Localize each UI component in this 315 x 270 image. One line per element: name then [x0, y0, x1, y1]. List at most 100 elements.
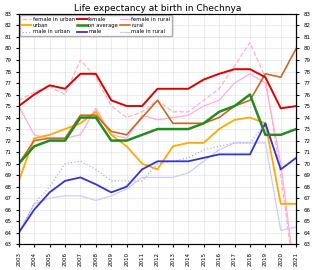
male in rural [48, 197, 52, 200]
urban [17, 179, 21, 183]
on average [294, 127, 298, 131]
Line: female: female [19, 69, 296, 108]
female in urban [279, 174, 283, 177]
female in rural [248, 72, 252, 75]
male in rural [171, 176, 175, 179]
male [78, 176, 82, 179]
rural [248, 99, 252, 102]
female [248, 68, 252, 71]
on average [140, 133, 144, 136]
female in urban [32, 91, 36, 94]
female in rural [217, 99, 221, 102]
urban [248, 116, 252, 119]
on average [63, 139, 67, 142]
female [63, 87, 67, 90]
female in urban [233, 64, 237, 68]
female in urban [248, 41, 252, 44]
male [217, 153, 221, 156]
female in urban [17, 99, 21, 102]
male in urban [48, 185, 52, 188]
rural [94, 114, 98, 117]
on average [186, 127, 190, 131]
urban [94, 110, 98, 113]
male [63, 179, 67, 183]
urban [171, 145, 175, 148]
rural [186, 122, 190, 125]
rural [279, 76, 283, 79]
urban [63, 127, 67, 131]
Line: female in urban: female in urban [19, 43, 296, 270]
rural [125, 133, 129, 136]
on average [32, 145, 36, 148]
female in rural [171, 116, 175, 119]
male in rural [233, 141, 237, 144]
female in urban [171, 110, 175, 113]
rural [32, 139, 36, 142]
female [233, 68, 237, 71]
female in rural [125, 137, 129, 140]
female [202, 78, 206, 81]
urban [217, 127, 221, 131]
on average [171, 127, 175, 131]
male [294, 156, 298, 160]
female in urban [186, 110, 190, 113]
female in urban [48, 85, 52, 88]
male [156, 160, 159, 163]
female in rural [32, 133, 36, 136]
male in urban [125, 179, 129, 183]
on average [125, 139, 129, 142]
on average [48, 139, 52, 142]
male in rural [140, 176, 144, 179]
male [202, 156, 206, 160]
female in urban [63, 93, 67, 96]
female in urban [217, 87, 221, 90]
rural [233, 104, 237, 108]
male in urban [263, 122, 267, 125]
male [32, 208, 36, 211]
male in rural [125, 187, 129, 191]
female [125, 104, 129, 108]
male [94, 183, 98, 186]
Line: urban: urban [19, 112, 296, 204]
Line: female in rural: female in rural [19, 74, 296, 270]
male [279, 168, 283, 171]
rural [156, 99, 159, 102]
on average [17, 162, 21, 165]
male in rural [109, 194, 113, 197]
Line: male in urban: male in urban [19, 123, 296, 233]
male in rural [156, 176, 159, 179]
female [171, 87, 175, 90]
urban [263, 122, 267, 125]
male [186, 160, 190, 163]
female in rural [109, 133, 113, 136]
urban [156, 168, 159, 171]
urban [78, 122, 82, 125]
female [186, 87, 190, 90]
male in urban [63, 162, 67, 165]
male [233, 153, 237, 156]
female in rural [186, 114, 190, 117]
female in rural [94, 107, 98, 110]
urban [109, 133, 113, 136]
female [94, 72, 98, 75]
male in rural [294, 225, 298, 228]
female in urban [140, 110, 144, 113]
male in rural [94, 199, 98, 202]
on average [217, 110, 221, 113]
male in urban [109, 179, 113, 183]
female in urban [78, 58, 82, 62]
male in rural [279, 229, 283, 232]
female [279, 107, 283, 110]
male in urban [156, 162, 159, 165]
male [109, 191, 113, 194]
female [294, 104, 298, 108]
rural [17, 162, 21, 165]
female in urban [109, 104, 113, 108]
male [17, 231, 21, 234]
female in rural [233, 81, 237, 85]
Title: Life expectancy at birth in Chechnya: Life expectancy at birth in Chechnya [74, 4, 241, 13]
on average [233, 104, 237, 108]
urban [202, 141, 206, 144]
male in urban [140, 179, 144, 183]
rural [48, 137, 52, 140]
